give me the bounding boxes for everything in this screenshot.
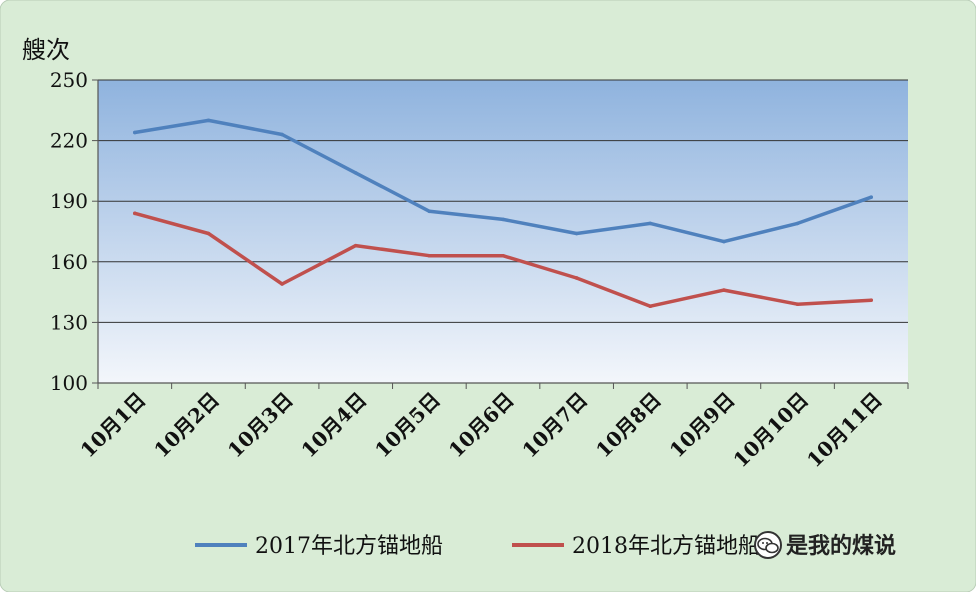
data-point (133, 211, 137, 216)
data-point (427, 209, 432, 214)
data-point (722, 288, 726, 292)
series-lines (133, 118, 873, 309)
y-tick-labels: 100 130 160 190 220 250 (50, 68, 88, 395)
data-point (869, 195, 873, 199)
y-axis-unit-label: 艘次 (22, 36, 70, 64)
legend-label: 2017年北方锚地船 (255, 534, 443, 559)
plot-area (98, 80, 908, 383)
data-point (574, 276, 579, 280)
data-point (280, 132, 284, 137)
data-point (427, 253, 432, 258)
data-point (353, 243, 358, 248)
y-tick-label: 160 (50, 250, 88, 274)
y-tick-label: 190 (50, 189, 88, 213)
data-point (795, 221, 800, 226)
data-point (206, 118, 211, 123)
y-tick-label: 130 (50, 310, 88, 334)
data-point (206, 231, 211, 236)
y-tick-label: 250 (50, 68, 88, 92)
data-point (795, 302, 800, 307)
axes (92, 79, 909, 389)
y-tick-label: 220 (50, 129, 88, 153)
legend-label: 2018年北方锚地船 (572, 534, 760, 559)
data-point (501, 217, 505, 222)
data-point (280, 282, 284, 286)
data-point (869, 298, 873, 302)
watermark: 是我的煤说 (754, 531, 896, 559)
data-point (501, 253, 505, 258)
watermark-text: 是我的煤说 (786, 533, 896, 559)
data-point (574, 231, 579, 236)
y-tick-label: 100 (50, 371, 88, 395)
data-point (133, 130, 137, 135)
data-point (648, 221, 653, 226)
data-point (648, 304, 653, 309)
data-point (353, 171, 358, 175)
wechat-icon (754, 531, 782, 559)
data-point (722, 239, 726, 244)
legend: 2017年北方锚地船 2018年北方锚地船 (195, 534, 760, 559)
